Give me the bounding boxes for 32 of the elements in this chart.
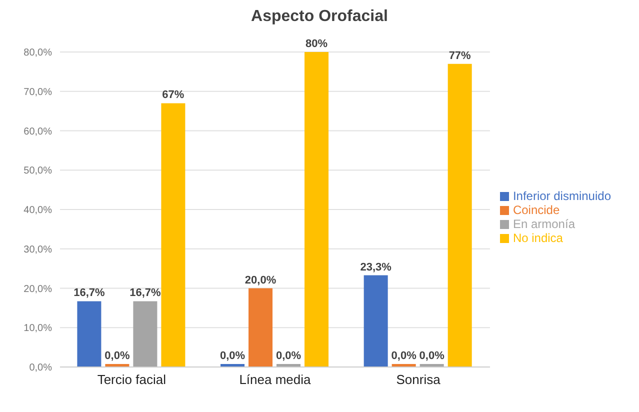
legend-label: En armonía bbox=[512, 217, 575, 231]
x-tick-label: Línea media bbox=[239, 372, 312, 388]
y-tick-label: 40,0% bbox=[24, 205, 52, 216]
data-label: 67% bbox=[162, 89, 184, 102]
y-tick-label: 10,0% bbox=[24, 323, 52, 334]
data-label: 0,0% bbox=[220, 350, 246, 362]
data-label: 16,7% bbox=[74, 287, 106, 300]
data-label: 80% bbox=[306, 38, 328, 50]
legend-label: Inferior disminuido bbox=[512, 189, 611, 203]
chart-title: Aspecto Orofacial bbox=[250, 8, 389, 27]
data-label: 77% bbox=[448, 50, 472, 62]
y-tick-label: 60,0% bbox=[24, 126, 52, 138]
bar bbox=[448, 64, 472, 367]
x-tick-label: Tercio facial bbox=[97, 372, 166, 388]
data-label: 0,0% bbox=[391, 350, 417, 362]
y-tick-label: 50,0% bbox=[24, 166, 52, 177]
legend-label: No indica bbox=[512, 231, 563, 245]
y-tick-label: 20,0% bbox=[24, 284, 52, 295]
data-label: 0,0% bbox=[419, 350, 445, 362]
legend-label: Coincide bbox=[512, 203, 560, 217]
data-label: 0,0% bbox=[104, 350, 130, 362]
bar bbox=[304, 52, 329, 367]
data-label: 0,0% bbox=[276, 350, 302, 362]
data-label: 20,0% bbox=[244, 274, 276, 286]
data-label: 16,7% bbox=[130, 287, 162, 300]
data-label: 23,3% bbox=[360, 261, 392, 274]
bar bbox=[161, 103, 186, 367]
y-tick-label: 30,0% bbox=[24, 244, 52, 256]
y-tick-label: 70,0% bbox=[24, 86, 52, 98]
y-tick-label: 80,0% bbox=[24, 48, 52, 59]
y-tick-label: 0,0% bbox=[29, 362, 52, 374]
x-tick-label: Sonrisa bbox=[396, 372, 442, 388]
